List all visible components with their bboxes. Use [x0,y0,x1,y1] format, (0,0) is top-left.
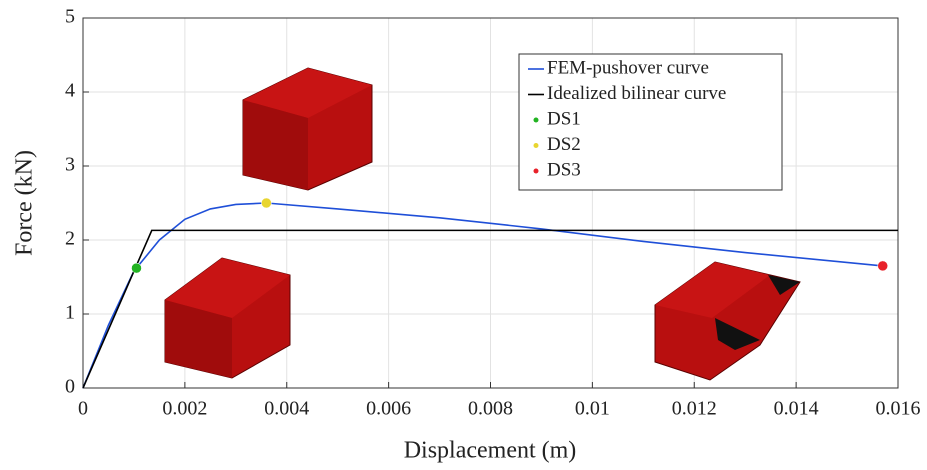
y-tick-label: 3 [65,154,75,176]
legend-label: DS2 [547,134,581,155]
damage-point [878,261,888,271]
legend-label: DS1 [547,108,581,129]
block-undamaged [243,68,372,190]
damage-point [261,198,271,208]
legend-label: FEM-pushover curve [547,57,709,78]
x-tick-label: 0 [78,398,88,420]
y-tick-label: 1 [65,302,75,324]
legend-label: Idealized bilinear curve [547,83,726,104]
x-tick-label: 0.01 [575,398,610,420]
x-tick-label: 0.002 [162,398,207,420]
y-axis-label: Force (kN) [12,150,38,256]
x-tick-label: 0.014 [774,398,819,420]
body: Displacement (m) Force (kN) 0 1 2 3 4 5 0 0.002… [0,0,927,470]
x-tick-label: 0.004 [264,398,309,420]
x-tick-label: 0.016 [876,398,921,420]
y-tick-label: 2 [65,228,75,250]
legend-label: DS3 [547,159,581,180]
x-axis-label: Displacement (m) [404,438,577,464]
block-ds3 [655,262,800,380]
damage-point [131,263,141,273]
chart: Displacement (m) Force (kN) 0 1 2 3 4 5 0 0.002… [0,0,927,470]
y-tick-label: 0 [65,376,75,398]
legend-swatch [534,143,539,148]
page: {"chart_data": {"type": "line", "xlabel"… [0,0,927,470]
x-tick-label: 0.006 [366,398,411,420]
x-tick-label: 0.012 [672,398,717,420]
x-tick-label: 0.008 [468,398,513,420]
block-ds1 [165,258,290,378]
legend-swatch [534,118,539,123]
legend-swatch [534,169,539,174]
y-tick-label: 4 [65,80,75,102]
y-tick-label: 5 [65,6,75,28]
